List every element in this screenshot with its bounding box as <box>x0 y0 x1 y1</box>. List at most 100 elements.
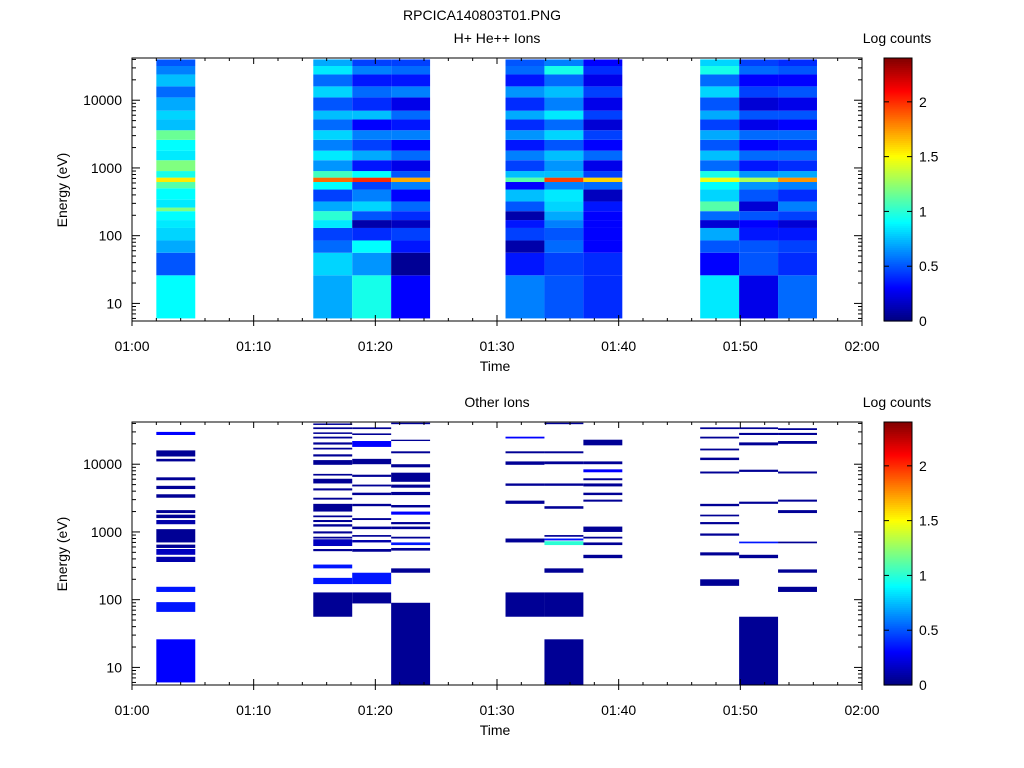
heatmap-cell <box>778 66 817 75</box>
colorbar-segment <box>884 197 912 201</box>
heatmap-cell <box>778 171 817 178</box>
colorbar-segment <box>884 573 912 577</box>
heatmap-cell <box>583 171 623 178</box>
colorbar-segment <box>884 612 912 615</box>
colorbar-segment <box>884 88 912 91</box>
heatmap-cell <box>544 182 584 190</box>
colorbar-segment <box>884 545 912 549</box>
heatmap-cell <box>505 189 545 202</box>
heatmap-cell <box>313 177 353 183</box>
heatmap-cell <box>505 119 545 131</box>
heatmap-cell <box>778 119 817 131</box>
heatmap-cell <box>544 130 584 140</box>
colorbar-segment <box>884 189 912 193</box>
colorbar-segment <box>884 124 912 128</box>
figure-title: RPCICA140803T01.PNG <box>403 7 561 23</box>
heatmap-cell <box>583 86 623 98</box>
heatmap-cell <box>778 510 817 514</box>
panel-h-he-ions: H+ He++ Ions Log counts 01:00 01:10 01:20 0… <box>54 30 939 374</box>
heatmap-cell <box>352 535 392 537</box>
heatmap-cell <box>156 139 196 151</box>
colorbar-segment <box>884 549 912 553</box>
colorbar-segment <box>884 432 912 435</box>
heatmap-cell <box>313 515 353 518</box>
heatmap-cells <box>156 59 817 319</box>
colorbar-segment <box>884 316 912 320</box>
colorbar-frame <box>883 421 913 686</box>
heatmap-cell <box>505 171 545 178</box>
colorbar-segment <box>884 159 912 162</box>
heatmap-cell <box>700 427 740 430</box>
heatmap-cell <box>156 150 196 161</box>
colorbar-segment <box>884 108 912 112</box>
colorbar-segment <box>884 296 912 300</box>
heatmap-cell <box>700 189 740 202</box>
x-tick-label: 01:10 <box>236 702 271 718</box>
heatmap-cell <box>700 240 740 253</box>
colorbar-segment <box>884 64 912 67</box>
colorbar-segment <box>884 650 912 654</box>
colorbar-segment <box>884 458 912 462</box>
heatmap-cell <box>583 275 623 319</box>
heatmap-cell <box>583 211 623 221</box>
colorbar-segment <box>884 488 912 492</box>
heatmap-cell <box>544 74 584 87</box>
colorbar-segment <box>884 606 912 609</box>
colorbar-segment <box>884 565 912 569</box>
heatmap-cell <box>156 86 196 98</box>
heatmap-cell <box>544 252 584 276</box>
colorbar-segment <box>884 674 912 678</box>
y-tick-label: 1000 <box>91 524 122 540</box>
colorbar-segment <box>884 480 912 484</box>
x-axis-label: Time <box>480 358 511 374</box>
colorbar-segment <box>884 446 912 449</box>
heatmap-cell <box>156 188 196 200</box>
heatmap-cell <box>156 227 196 241</box>
heatmap-cell <box>391 240 431 253</box>
heatmap-cell <box>544 422 584 425</box>
heatmap-cell <box>700 150 740 161</box>
colorbar-segment <box>884 195 912 199</box>
colorbar-tick-label: 1 <box>919 203 927 219</box>
heatmap-cell <box>583 97 623 111</box>
heatmap-cell <box>352 427 392 430</box>
heatmap-cell <box>313 139 353 151</box>
colorbar-segment <box>884 122 912 126</box>
heatmap-cell <box>156 494 196 498</box>
colorbar-segment <box>884 282 912 286</box>
heatmap-cell <box>313 130 353 140</box>
heatmap-cell <box>544 535 584 537</box>
colorbar-segment <box>884 430 912 433</box>
heatmap-cell <box>313 150 353 161</box>
colorbar-segment <box>884 173 912 176</box>
heatmap-cell <box>778 432 817 435</box>
heatmap-cell <box>583 483 623 487</box>
heatmap-cell <box>778 428 817 430</box>
colorbar-segment <box>884 642 912 646</box>
heatmap-cell <box>778 569 817 573</box>
heatmap-cell <box>313 182 353 190</box>
heatmap-cell <box>544 66 584 75</box>
heatmap-cell <box>352 549 392 552</box>
heatmap-cell <box>352 171 392 178</box>
y-tick-label: 1000 <box>91 160 122 176</box>
heatmap-cell <box>739 432 779 435</box>
heatmap-cell <box>313 478 353 484</box>
colorbar-segment <box>884 120 912 124</box>
y-axis-label: Energy (eV) <box>54 517 70 592</box>
colorbar-segment <box>884 470 912 474</box>
heatmap-cell <box>313 592 353 617</box>
colorbar-segment <box>884 292 912 296</box>
heatmap-cell <box>583 189 623 202</box>
colorbar-segment <box>884 207 912 211</box>
colorbar-segment <box>884 494 912 498</box>
colorbar-segment <box>884 436 912 439</box>
heatmap-cell <box>156 450 196 457</box>
heatmap-cell <box>583 252 623 276</box>
colorbar-segment <box>884 462 912 466</box>
colorbar-segment <box>884 426 912 429</box>
colorbar-segment <box>884 587 912 591</box>
heatmap-cell <box>778 189 817 202</box>
heatmap-cell <box>778 586 817 592</box>
heatmap-cell <box>544 110 584 120</box>
